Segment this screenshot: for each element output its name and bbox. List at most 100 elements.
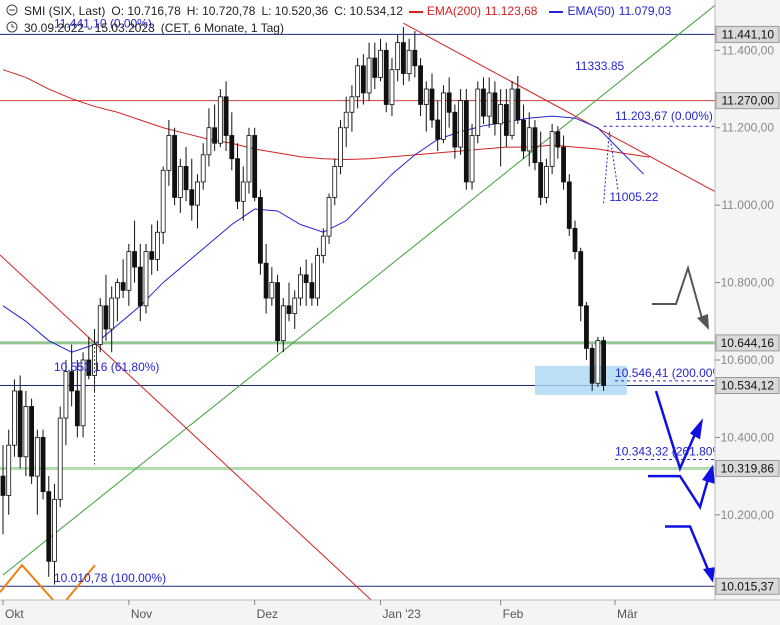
candle-down	[29, 406, 35, 477]
candle-down	[212, 127, 218, 144]
candle-down	[601, 340, 606, 386]
level-box	[715, 377, 780, 395]
fib-0-text: 11.203,67 (0.00%)	[615, 109, 713, 123]
candle-down	[275, 282, 280, 342]
candle-up	[332, 166, 338, 198]
candle-down	[309, 282, 315, 299]
candle-up	[34, 437, 40, 477]
candle-down	[0, 475, 6, 496]
candle-down	[46, 491, 52, 562]
level-label: 11.441,10	[722, 27, 775, 41]
blue-projection-path-2	[648, 471, 712, 511]
projection-arrows	[0, 264, 715, 610]
candle-down	[521, 119, 526, 152]
gray-projection-path	[652, 264, 704, 323]
candle-down	[172, 135, 178, 198]
candle-down	[503, 104, 509, 136]
y-tick-label: 10.800,00	[721, 276, 775, 290]
candle-up	[143, 251, 149, 307]
fib-2618-text: 10.343,32 (261.80%)	[615, 444, 727, 458]
x-tick-label: Nov	[131, 607, 152, 621]
annotations: 11.441,10 (0.00%) 10.553,16 (61,80%) 10.01…	[54, 16, 727, 585]
candle-down	[223, 96, 229, 136]
target-zone	[534, 365, 627, 395]
candle-down	[372, 57, 378, 78]
candle-down	[189, 189, 195, 206]
chart-header-line2: 30.09.2022 - 15.03.2023 (CET, 6 Monate, 1…	[6, 21, 290, 36]
y-tick-label: 10.600,00	[721, 353, 775, 367]
blue-projection-path-1	[654, 390, 699, 472]
candle-up	[378, 49, 383, 78]
clock-icon	[6, 21, 18, 36]
ema50-swatch	[549, 10, 564, 13]
candle-up	[395, 42, 401, 71]
fib-100-text: 10.010,78 (100.00%)	[54, 571, 166, 585]
candle-up	[486, 92, 492, 117]
candle-up	[155, 231, 160, 260]
candle-up	[200, 154, 206, 183]
level-box	[715, 577, 780, 595]
candle-up	[343, 111, 349, 129]
minus-icon[interactable]	[6, 4, 18, 19]
level-box	[715, 25, 780, 43]
x-tick-label: Dez	[257, 607, 278, 621]
symbol-label: SMI (SIX, Last)	[24, 4, 106, 18]
candle-up	[475, 88, 481, 136]
candle-down	[515, 88, 521, 121]
candle-up	[217, 96, 223, 144]
downtrend-line-1	[0, 254, 399, 625]
y-tick-label: 11.400,00	[722, 43, 775, 57]
candle-down	[40, 437, 46, 493]
candle-up	[126, 251, 132, 291]
open-value: O: 10.716,78	[111, 4, 181, 18]
blue-arrowhead-1	[690, 418, 703, 440]
candle-down	[132, 251, 137, 268]
candle-down	[17, 390, 23, 458]
candle-down	[435, 119, 441, 140]
level-label: 10.534,12	[721, 379, 775, 393]
candle-down	[481, 88, 486, 117]
candle-down	[532, 127, 538, 163]
candle-up	[292, 297, 298, 314]
candle-up	[423, 88, 429, 105]
candle-down	[235, 158, 240, 202]
level-label: 10.319,86	[721, 461, 775, 475]
candle-down	[429, 88, 435, 121]
candle-down	[463, 100, 469, 183]
price-axis: 11.400,00 11.200,00 11.000,00 10.800,00 10.6…	[714, 0, 780, 625]
candle-up	[240, 181, 246, 202]
candle-down	[418, 65, 423, 105]
date-range: 30.09.2022 - 15.03.2023	[24, 21, 155, 35]
candle-up	[280, 305, 286, 342]
blue-arrowhead-2	[702, 464, 715, 484]
candle-down	[452, 111, 458, 148]
candle-down	[572, 227, 578, 253]
candle-down	[303, 274, 309, 283]
candle-down	[566, 181, 572, 229]
candle-down	[589, 347, 595, 384]
ema200-swatch	[408, 10, 423, 13]
candle-down	[555, 131, 561, 148]
candle-down	[400, 42, 406, 74]
candles	[0, 27, 606, 585]
candle-up	[57, 417, 63, 500]
candle-up	[366, 57, 372, 94]
candle-down	[578, 251, 584, 307]
candle-down	[149, 251, 155, 260]
candle-up	[509, 88, 515, 136]
y-tick-label: 10.200,00	[721, 508, 775, 522]
candle-up	[498, 104, 504, 125]
candle-up	[338, 127, 343, 167]
ema200-label: EMA(200)	[426, 4, 481, 18]
x-tick-label: Mär	[617, 607, 638, 621]
candle-down	[263, 262, 269, 299]
high-value: H: 10.720,78	[186, 4, 256, 18]
candle-up	[115, 282, 120, 299]
candle-up	[160, 169, 166, 233]
candle-up	[23, 406, 29, 458]
time-axis: Okt Nov Dez Jan '23 Feb Mär	[0, 599, 780, 625]
low-value: L: 10.520,36	[261, 4, 329, 18]
candle-up	[166, 135, 172, 171]
candle-down	[492, 92, 498, 125]
chart-header-line1: SMI (SIX, Last) O: 10.716,78 H: 10.720,78 L…	[6, 4, 683, 19]
